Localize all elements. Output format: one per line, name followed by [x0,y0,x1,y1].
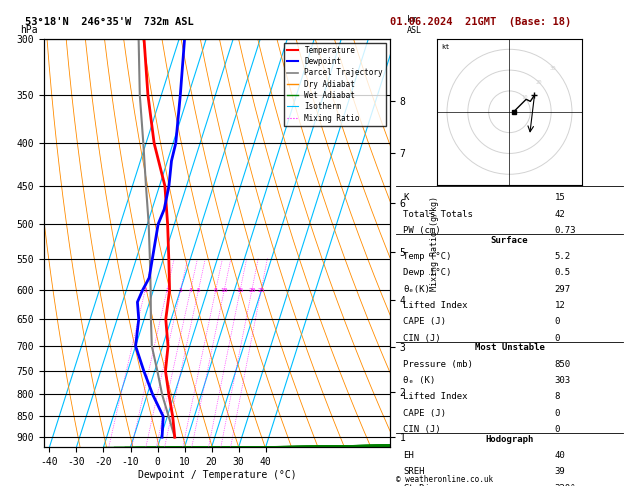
Text: 20: 20 [535,80,542,85]
Text: 01.06.2024  21GMT  (Base: 18): 01.06.2024 21GMT (Base: 18) [390,17,571,27]
Text: 5: 5 [196,288,200,293]
Text: Surface: Surface [491,236,528,245]
Text: 25: 25 [257,288,265,293]
Text: 0: 0 [555,425,560,434]
Text: CIN (J): CIN (J) [403,334,441,343]
Text: 30: 30 [550,66,557,70]
Text: PW (cm): PW (cm) [403,226,441,235]
Text: Totals Totals: Totals Totals [403,210,473,219]
Text: θₑ(K): θₑ(K) [403,285,430,294]
Text: 3: 3 [179,288,182,293]
Text: hPa: hPa [19,25,38,35]
Text: kt: kt [441,44,449,50]
Text: Most Unstable: Most Unstable [474,343,545,352]
Text: © weatheronline.co.uk: © weatheronline.co.uk [396,474,493,484]
Text: 297: 297 [555,285,571,294]
Text: 8: 8 [555,392,560,401]
Text: K: K [403,193,408,203]
Text: 10: 10 [521,95,527,100]
Text: 10: 10 [221,288,228,293]
Text: θₑ (K): θₑ (K) [403,376,435,385]
Legend: Temperature, Dewpoint, Parcel Trajectory, Dry Adiabat, Wet Adiabat, Isotherm, Mi: Temperature, Dewpoint, Parcel Trajectory… [284,43,386,125]
Text: 20: 20 [248,288,255,293]
Text: 39: 39 [555,467,565,476]
Text: 8: 8 [214,288,218,293]
Text: 2: 2 [165,288,169,293]
Text: Lifted Index: Lifted Index [403,301,467,310]
Text: CIN (J): CIN (J) [403,425,441,434]
Text: 5.2: 5.2 [555,252,571,261]
Text: 53°18'N  246°35'W  732m ASL: 53°18'N 246°35'W 732m ASL [25,17,194,27]
Text: Hodograph: Hodograph [486,434,533,444]
Text: km
ASL: km ASL [408,16,422,35]
Text: 0.73: 0.73 [555,226,576,235]
Text: CAPE (J): CAPE (J) [403,317,446,327]
Text: Dewp (°C): Dewp (°C) [403,268,452,278]
X-axis label: Dewpoint / Temperature (°C): Dewpoint / Temperature (°C) [138,469,296,480]
Text: 0: 0 [555,317,560,327]
Text: 0: 0 [555,334,560,343]
Text: 0.5: 0.5 [555,268,571,278]
Text: 15: 15 [237,288,244,293]
Text: EH: EH [403,451,414,460]
Text: 303: 303 [555,376,571,385]
Text: Temp (°C): Temp (°C) [403,252,452,261]
Text: 0: 0 [555,409,560,417]
Text: Pressure (mb): Pressure (mb) [403,360,473,369]
Text: 4: 4 [189,288,192,293]
Text: Mixing Ratio (g/kg): Mixing Ratio (g/kg) [430,195,440,291]
Text: CAPE (J): CAPE (J) [403,409,446,417]
Text: 1: 1 [143,288,147,293]
Text: 320°: 320° [555,484,576,486]
Text: 12: 12 [555,301,565,310]
Text: 40: 40 [555,451,565,460]
Text: SREH: SREH [403,467,425,476]
Text: 42: 42 [555,210,565,219]
Text: StmDir: StmDir [403,484,435,486]
Text: 15: 15 [555,193,565,203]
Text: 850: 850 [555,360,571,369]
Text: Lifted Index: Lifted Index [403,392,467,401]
